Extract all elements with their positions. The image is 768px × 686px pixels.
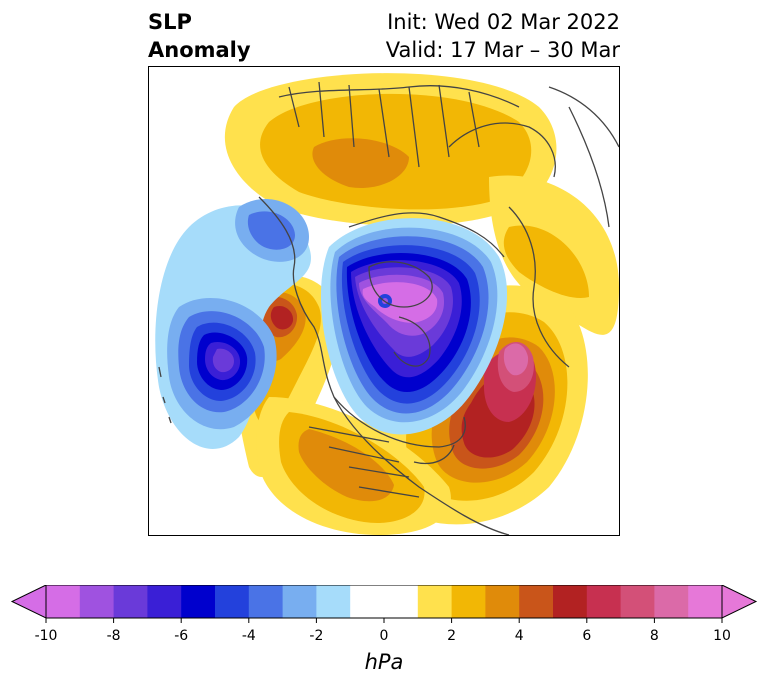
colorbar-segment [113, 585, 148, 618]
colorbar-extend-min [10, 585, 47, 619]
colorbar-segment [46, 585, 81, 618]
init-date: Init: Wed 02 Mar 2022 [387, 10, 620, 34]
colorbar-segment [215, 585, 250, 618]
eurasia-high-shading [224, 73, 557, 226]
colorbar-tick-label: 10 [713, 628, 731, 644]
colorbar-segment [451, 585, 486, 618]
colorbar-segment [316, 585, 351, 618]
colorbar [10, 585, 758, 623]
colorbar-segment [553, 585, 588, 618]
colorbar-segment [181, 585, 216, 618]
colorbar-tick-label: -4 [241, 628, 256, 644]
north-pacific-low-shading [155, 198, 311, 449]
colorbar-extend-max [721, 585, 758, 619]
colorbar-unit-label: hPa [364, 650, 404, 674]
siberia-high-shading [489, 175, 619, 335]
colorbar-segment [688, 585, 723, 618]
colorbar-segment [147, 585, 182, 618]
colorbar-segment [79, 585, 115, 618]
colorbar-tick-label: 8 [649, 628, 659, 644]
colorbar-tick-label: 6 [582, 628, 592, 644]
colorbar-segment [586, 585, 622, 618]
arctic-low-shading [320, 218, 508, 435]
colorbar-tick-label: -8 [106, 628, 121, 644]
coastlines [158, 81, 619, 535]
map-canvas [155, 73, 619, 535]
colorbar-tick-label: 4 [514, 628, 524, 644]
title-line-1: SLP [148, 10, 192, 34]
colorbar-segment [248, 585, 284, 618]
map-date-info: Init: Wed 02 Mar 2022 Valid: 17 Mar – 30… [386, 8, 620, 64]
colorbar-segment [350, 585, 385, 618]
title-line-2: Anomaly [148, 38, 251, 62]
colorbar-segment [485, 585, 520, 618]
colorbar-segment [519, 585, 554, 618]
colorbar-tick-label: 2 [447, 628, 457, 644]
colorbar-segment [282, 585, 317, 618]
colorbar-segment [654, 585, 689, 618]
colorbar-tick-label: -2 [309, 628, 324, 644]
colorbar-segment [620, 585, 655, 618]
map-title: SLP Anomaly [148, 8, 251, 64]
colorbar-tick-label: -6 [174, 628, 189, 644]
colorbar-segment [417, 585, 453, 618]
valid-range: Valid: 17 Mar – 30 Mar [385, 38, 620, 62]
colorbar-segment [384, 585, 419, 618]
colorbar-tick-label: 0 [379, 628, 389, 644]
anomaly-map [148, 66, 620, 536]
colorbar-tick-label: -10 [34, 628, 58, 644]
